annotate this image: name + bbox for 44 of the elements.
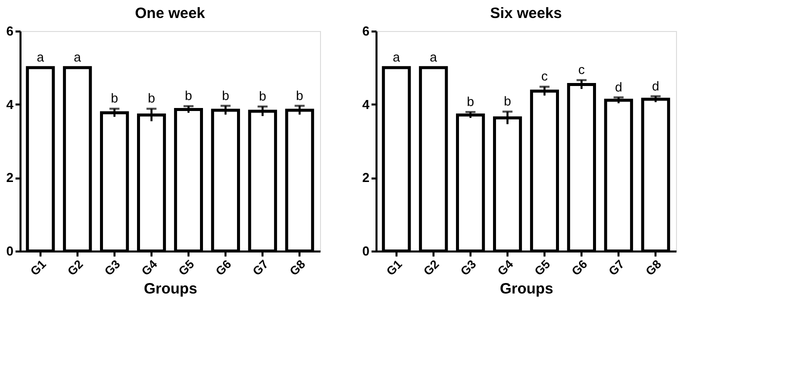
- y-tick-label: 6: [6, 24, 14, 38]
- annotation: b: [184, 88, 192, 104]
- annotation: b: [148, 90, 156, 106]
- annotation: a: [392, 50, 401, 65]
- y-tick-label: 0: [362, 244, 370, 258]
- annotation: c: [541, 68, 548, 84]
- y-tick-label: 4: [362, 96, 370, 112]
- annotation: c: [578, 62, 586, 78]
- annotation: a: [36, 50, 45, 65]
- x-tick-label: G2: [64, 256, 86, 278]
- annotation: b: [110, 90, 118, 106]
- annotation: b: [296, 88, 304, 103]
- annotation: b: [466, 94, 474, 110]
- x-tick-label: G4: [138, 256, 160, 278]
- annotation: b: [258, 88, 266, 104]
- annotation: a: [430, 50, 438, 65]
- x-tick-label: G1: [28, 256, 50, 278]
- y-tick-label: 2: [362, 170, 370, 186]
- chart-title: Six weeks: [490, 5, 562, 22]
- x-axis-title: Groups: [144, 280, 198, 298]
- y-tick-label: 0: [6, 244, 14, 258]
- x-tick-label: G5: [532, 256, 554, 278]
- x-tick-label: G1: [384, 256, 406, 278]
- x-tick-label: G4: [494, 256, 516, 278]
- annotation: a: [74, 50, 82, 65]
- x-tick-label: G5: [176, 256, 198, 278]
- x-tick-label: G6: [568, 256, 590, 278]
- annotation: b: [504, 94, 512, 109]
- x-tick-label: G8: [286, 256, 308, 278]
- chart-title: One week: [134, 5, 206, 22]
- x-tick-label: G7: [606, 256, 628, 278]
- y-tick-label: 6: [362, 24, 370, 38]
- x-tick-label: G2: [420, 256, 442, 278]
- x-tick-label: G6: [212, 256, 234, 278]
- x-tick-label: G8: [642, 256, 664, 278]
- annotation: b: [222, 88, 230, 103]
- x-tick-label: G7: [250, 256, 272, 278]
- x-tick-label: G3: [458, 256, 480, 278]
- x-tick-label: G3: [102, 256, 124, 278]
- y-tick-label: 2: [6, 170, 14, 186]
- annotation: d: [652, 78, 660, 94]
- annotation: d: [614, 79, 622, 94]
- y-tick-label: 4: [6, 96, 14, 112]
- x-axis-title: Groups: [500, 280, 554, 298]
